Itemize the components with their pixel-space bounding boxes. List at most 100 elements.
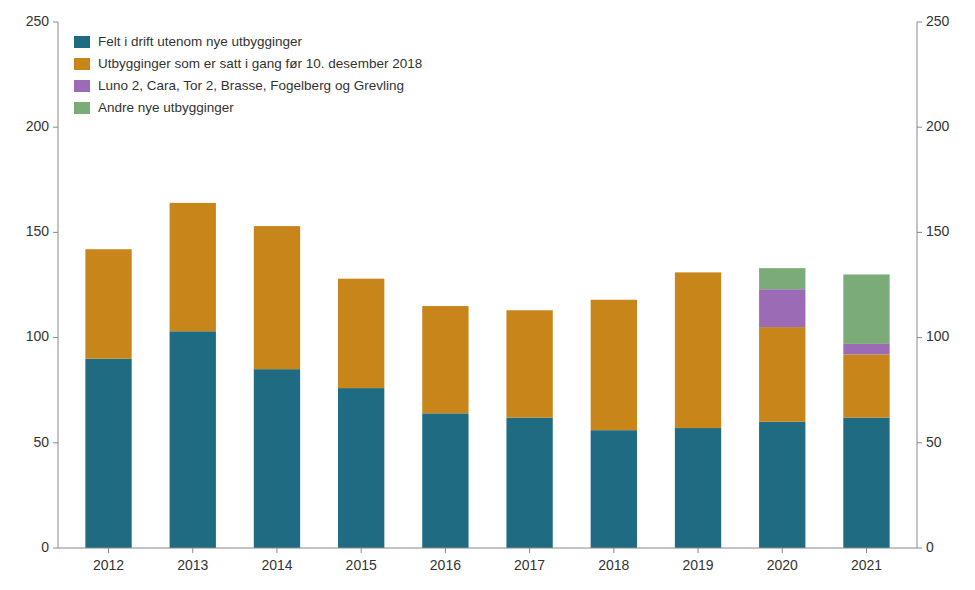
x-tick-label: 2013 xyxy=(177,557,208,573)
legend: Felt i drift utenom nye utbygginger Utbyg… xyxy=(64,28,432,126)
y2-tick-label: 0 xyxy=(926,539,934,555)
bar-segment xyxy=(338,279,384,388)
y2-tick xyxy=(917,232,922,233)
y-tick-label: 0 xyxy=(41,539,49,555)
legend-swatch xyxy=(74,36,90,48)
bar-segment xyxy=(338,278,384,279)
bar-segment xyxy=(254,369,300,548)
bar-segment xyxy=(675,272,721,273)
y-tick xyxy=(53,337,58,338)
y2-axis-line xyxy=(917,22,918,548)
legend-background xyxy=(64,28,432,126)
bar-segment xyxy=(85,249,131,358)
y2-tick xyxy=(917,127,922,128)
x-tick-label: 2016 xyxy=(430,557,461,573)
series xyxy=(759,268,890,344)
y2-tick xyxy=(917,337,922,338)
y-tick xyxy=(53,127,58,128)
bar-segment xyxy=(170,202,216,203)
bar-segment xyxy=(254,226,300,369)
bar-segment xyxy=(338,278,384,279)
bar-segment xyxy=(759,268,805,289)
y2-tick xyxy=(917,442,922,443)
bar-segment xyxy=(675,272,721,428)
series xyxy=(85,203,889,430)
chart: 0 50 100 150 200 250 0 50 100 150 200 250 2012 2013 20… xyxy=(0,0,975,590)
legend-swatch xyxy=(74,58,90,70)
legend-label: Luno 2, Cara, Tor 2, Brasse, Fogelberg o… xyxy=(98,78,404,93)
y-tick xyxy=(53,22,58,23)
bar-segment xyxy=(759,327,805,422)
bar-segment xyxy=(254,226,300,227)
y-tick-label: 250 xyxy=(26,13,50,29)
legend-label: Utbygginger som er satt i gang før 10. d… xyxy=(98,56,422,71)
bar-segment xyxy=(759,422,805,548)
x-tick xyxy=(192,548,193,553)
bar-segment xyxy=(591,300,637,430)
bar-segment xyxy=(170,203,216,331)
legend-swatch xyxy=(74,80,90,92)
x-tick-label: 2015 xyxy=(346,557,377,573)
x-axis-line xyxy=(58,548,917,549)
bar-segment xyxy=(170,331,216,548)
bar-segment xyxy=(506,310,552,311)
bar-segment xyxy=(85,359,131,548)
bar-segment xyxy=(506,310,552,417)
bar-segment xyxy=(506,418,552,548)
x-tick-label: 2014 xyxy=(261,557,292,573)
x-tick xyxy=(276,548,277,553)
x-tick xyxy=(613,548,614,553)
y2-tick xyxy=(917,548,922,549)
bar-segment xyxy=(843,344,889,355)
y-tick xyxy=(53,442,58,443)
bar-segment xyxy=(843,274,889,343)
bar-segment xyxy=(675,428,721,548)
y-tick xyxy=(53,232,58,233)
x-tick-label: 2020 xyxy=(767,557,798,573)
bar-segment xyxy=(843,354,889,417)
x-tick xyxy=(108,548,109,553)
y-tick-label: 50 xyxy=(33,434,49,450)
bar-segment xyxy=(422,413,468,548)
x-tick-label: 2017 xyxy=(514,557,545,573)
y-axis-line xyxy=(58,22,59,548)
bar-segment xyxy=(591,299,637,300)
y2-tick xyxy=(917,22,922,23)
bar-segment xyxy=(422,306,468,307)
legend-swatch xyxy=(74,102,90,114)
x-tick xyxy=(782,548,783,553)
bar-segment xyxy=(85,249,131,250)
y2-tick-label: 50 xyxy=(926,434,942,450)
x-tick xyxy=(866,548,867,553)
y-tick xyxy=(53,548,58,549)
y2-tick-label: 100 xyxy=(926,328,950,344)
x-tick-label: 2018 xyxy=(598,557,629,573)
y-tick-label: 150 xyxy=(26,223,50,239)
x-tick xyxy=(445,548,446,553)
legend-label: Felt i drift utenom nye utbygginger xyxy=(98,34,303,49)
bar-segment xyxy=(675,272,721,273)
x-tick xyxy=(529,548,530,553)
y-tick-label: 200 xyxy=(26,118,50,134)
y2-tick-label: 200 xyxy=(926,118,950,134)
bar-segment xyxy=(338,388,384,548)
bars xyxy=(85,203,889,548)
y-tick-label: 100 xyxy=(26,328,50,344)
y2-tick-label: 150 xyxy=(926,223,950,239)
bar-segment xyxy=(591,430,637,548)
x-tick-label: 2012 xyxy=(93,557,124,573)
bar-segment xyxy=(591,299,637,300)
bar-segment xyxy=(254,226,300,227)
bar-segment xyxy=(422,306,468,307)
bar-segment xyxy=(843,418,889,548)
x-tick xyxy=(698,548,699,553)
bar-segment xyxy=(506,310,552,311)
x-tick-label: 2021 xyxy=(851,557,882,573)
x-tick xyxy=(361,548,362,553)
x-tick-label: 2019 xyxy=(682,557,713,573)
y2-tick-label: 250 xyxy=(926,13,950,29)
bar-segment xyxy=(422,306,468,413)
bar-segment xyxy=(759,289,805,327)
bar-segment xyxy=(85,249,131,250)
legend-label: Andre nye utbygginger xyxy=(98,100,234,115)
